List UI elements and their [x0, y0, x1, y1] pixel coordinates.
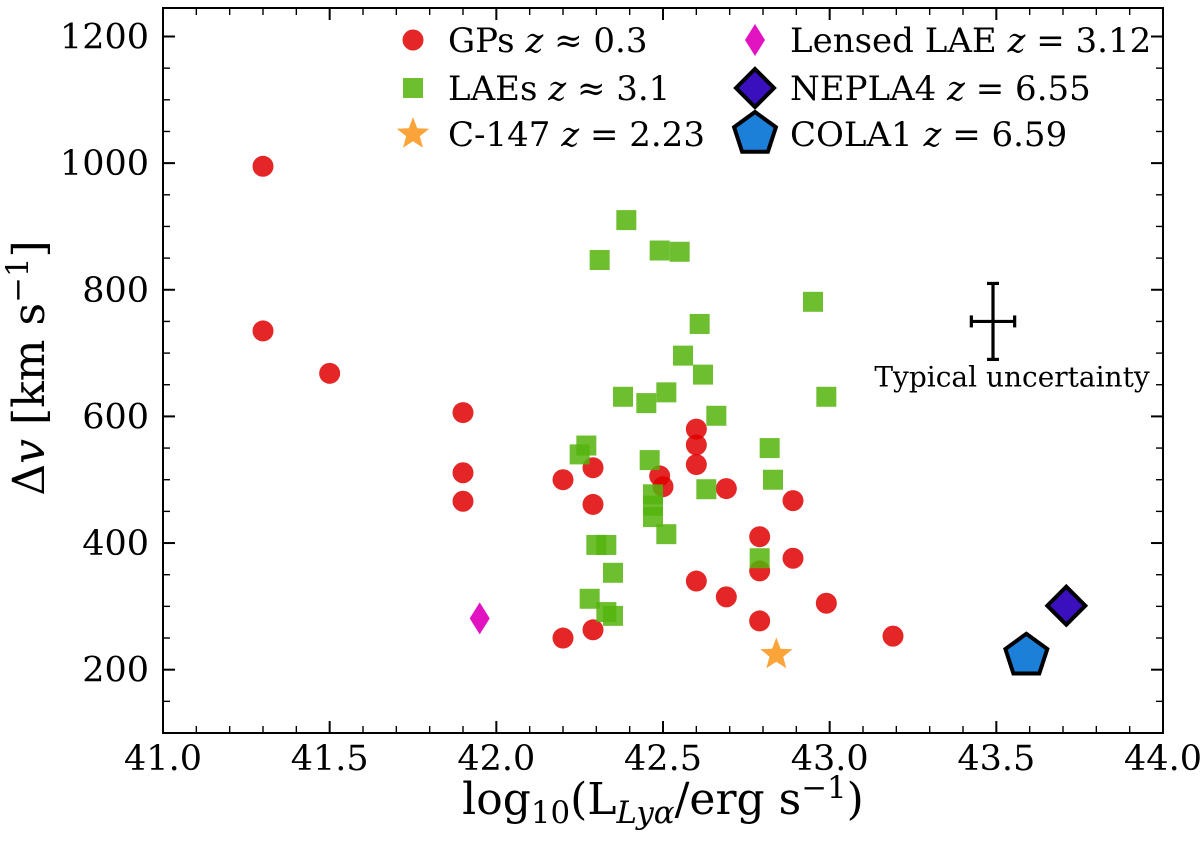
legend: GPs z ≈ 0.3 LAEs z ≈ 3.1 C-147 z = 2.23 Len…: [396, 21, 1151, 155]
marker-square: [569, 444, 590, 465]
marker-circle: [552, 469, 574, 491]
marker-square: [649, 240, 670, 261]
y-tick-label: 600: [82, 397, 149, 437]
marker-square: [613, 386, 633, 407]
marker-circle: [319, 362, 341, 384]
x-axis: 41.0 41.5 42.0 42.5 43.0 43.5 44.0: [124, 8, 1200, 779]
marker-thin-diamond: [745, 24, 765, 56]
marker-pentagon: [731, 109, 779, 154]
marker-circle: [782, 490, 804, 512]
y-tick-label: 800: [82, 271, 149, 311]
x-tick-label: 41.5: [291, 739, 369, 779]
marker-square: [759, 438, 780, 459]
marker-circle: [685, 454, 707, 476]
marker-square: [639, 450, 660, 471]
marker-circle: [782, 547, 804, 569]
marker-circle: [452, 462, 474, 484]
marker-circle: [685, 570, 707, 592]
marker-square: [696, 479, 717, 500]
marker-circle: [685, 418, 707, 440]
marker-star: [396, 117, 430, 148]
marker-square: [656, 524, 677, 545]
x-tick-label: 41.0: [124, 739, 202, 779]
marker-square: [403, 78, 423, 98]
marker-square: [589, 250, 610, 271]
marker-circle: [252, 155, 274, 177]
marker-square: [579, 588, 600, 609]
legend-label: C-147 z = 2.23: [448, 115, 705, 155]
legend-label: NEPLA4 z = 6.55: [790, 69, 1091, 109]
legend-label: COLA1 z = 6.59: [790, 115, 1067, 155]
x-tick-label: 43.5: [957, 739, 1035, 779]
marker-circle: [582, 493, 604, 515]
series-nepla4-z-6-55: [1044, 583, 1089, 628]
y-tick-label: 1000: [60, 144, 149, 184]
marker-circle: [552, 627, 574, 649]
marker-square: [706, 405, 727, 426]
x-tick-label: 44.0: [1124, 739, 1200, 779]
marker-circle: [685, 434, 707, 456]
legend-label: GPs z ≈ 0.3: [448, 21, 648, 61]
marker-square: [689, 313, 710, 334]
marker-square: [816, 386, 837, 407]
series-cola1-z-6-59: [1003, 631, 1050, 676]
y-tick-label: 200: [82, 651, 149, 691]
legend-label: Lensed LAE z = 3.12: [790, 21, 1151, 61]
marker-thin-diamond: [469, 602, 490, 635]
series-laes-z-3-1: [569, 210, 837, 626]
marker-circle: [715, 586, 737, 608]
series-c-147-z-2-23: [760, 637, 793, 669]
marker-square: [603, 605, 623, 626]
typical-uncertainty-label: Typical uncertainty: [874, 360, 1149, 393]
y-tick-label: 400: [82, 524, 149, 564]
marker-square: [636, 393, 657, 414]
x-tick-label: 43.0: [791, 739, 869, 779]
series-gps-z-0-3: [252, 155, 904, 649]
marker-square: [803, 291, 823, 312]
marker-square: [763, 469, 783, 490]
marker-circle: [582, 619, 604, 641]
marker-circle: [402, 29, 424, 51]
y-axis-label: Δv [km s−1]: [0, 240, 55, 495]
y-tick-label: 1200: [60, 17, 149, 57]
marker-circle: [452, 490, 474, 512]
marker-pentagon: [1003, 631, 1050, 676]
marker-square: [616, 210, 637, 231]
typical-uncertainty: Typical uncertainty: [874, 281, 1150, 393]
marker-diamond: [1044, 583, 1089, 628]
marker-square: [693, 364, 713, 385]
marker-square: [673, 345, 693, 366]
marker-circle: [749, 610, 771, 632]
marker-square: [656, 382, 677, 403]
marker-square: [749, 548, 770, 569]
marker-square: [669, 241, 690, 262]
marker-circle: [882, 625, 904, 647]
x-tick-label: 42.0: [457, 739, 535, 779]
marker-square: [603, 562, 623, 583]
marker-square: [643, 507, 663, 528]
legend-label: LAEs z ≈ 3.1: [448, 69, 670, 109]
marker-circle: [715, 478, 737, 500]
marker-circle: [252, 320, 274, 342]
series-lensed-lae-z-3-12: [469, 602, 490, 635]
marker-circle: [815, 592, 837, 614]
marker-circle: [749, 526, 771, 548]
x-tick-label: 42.5: [624, 739, 702, 779]
marker-square: [596, 534, 617, 555]
marker-circle: [452, 402, 474, 424]
marker-star: [760, 637, 793, 669]
x-axis-label: log10(LLyα/erg s−1): [462, 770, 864, 831]
y-axis: 200 400 600 800 1000 1200: [60, 17, 1163, 703]
marker-diamond: [733, 66, 777, 110]
